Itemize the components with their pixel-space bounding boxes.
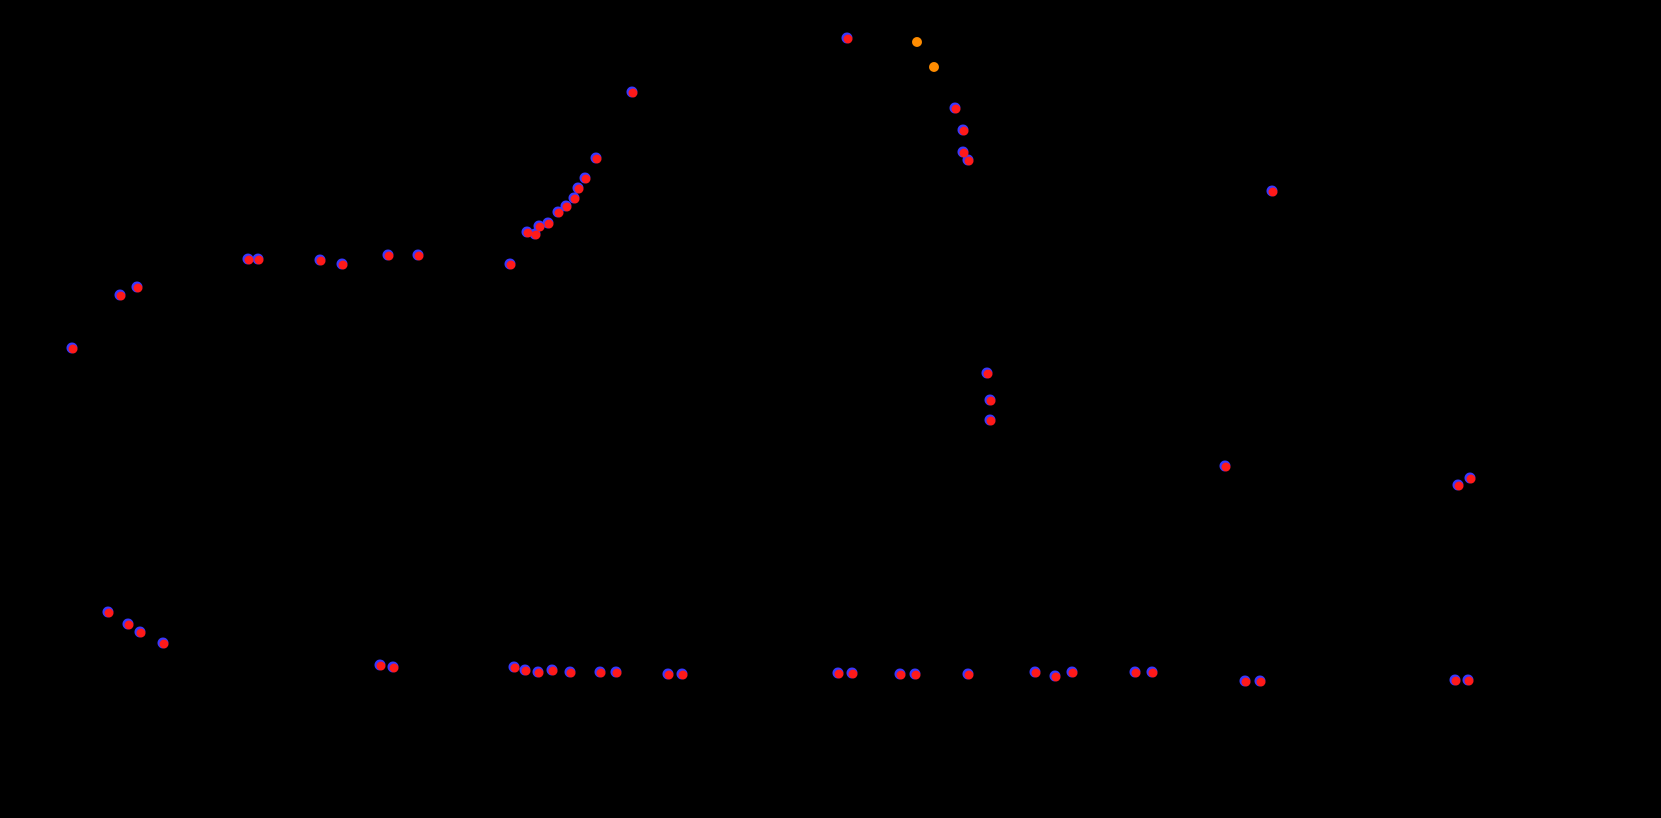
data-point [1149,669,1158,678]
data-point [117,292,126,301]
data-point [532,231,541,240]
data-point [593,155,602,164]
data-point [255,256,264,265]
data-point [535,669,544,678]
data-point [1269,188,1278,197]
data-point [339,261,348,270]
data-point [679,671,688,680]
data-point [390,664,399,673]
data-point [987,397,996,406]
data-point [1052,673,1061,682]
data-point [245,256,254,265]
data-point [665,671,674,680]
data-point [571,195,580,204]
data-point [987,417,996,426]
data-point [555,209,564,218]
data-point [1032,669,1041,678]
data-point [563,203,572,212]
data-point [849,670,858,679]
data-point [1222,463,1231,472]
data-point [105,609,114,618]
data-point [134,284,143,293]
data-point [952,105,961,114]
data-point [317,257,326,266]
data-point [522,667,531,676]
data-point [1257,678,1266,687]
data-point [385,252,394,261]
scatter-plot [0,0,1661,818]
data-point [1452,677,1461,686]
data-point [582,175,591,184]
data-point [511,664,520,673]
data-point [575,185,584,194]
data-point [1242,678,1251,687]
data-point [965,157,974,166]
data-point [536,223,545,232]
data-point [137,629,146,638]
data-point [835,670,844,679]
data-point [545,220,554,229]
data-point [965,671,974,680]
data-point [844,35,853,44]
data-point [912,671,921,680]
data-point-orange [929,62,939,72]
data-point [1465,677,1474,686]
data-point [549,667,558,676]
data-point [415,252,424,261]
data-point [1455,482,1464,491]
data-point [507,261,516,270]
data-point [897,671,906,680]
data-point [1069,669,1078,678]
data-point [629,89,638,98]
data-point [984,370,993,379]
data-point [567,669,576,678]
data-point [125,621,134,630]
data-point [160,640,169,649]
data-point-orange [912,37,922,47]
data-point [960,127,969,136]
data-point [69,345,78,354]
data-point [1132,669,1141,678]
data-point [1467,475,1476,484]
data-point [377,662,386,671]
data-point [613,669,622,678]
data-point [597,669,606,678]
